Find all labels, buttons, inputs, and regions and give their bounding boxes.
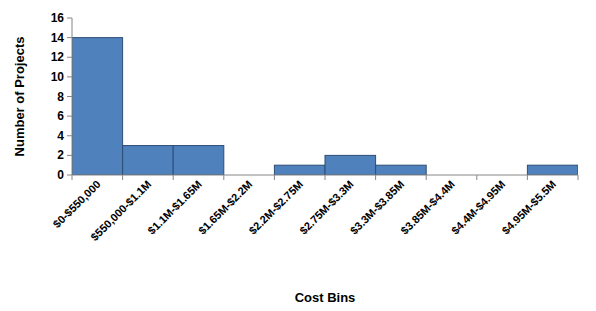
bar — [123, 146, 174, 175]
y-tick-label: 10 — [51, 70, 65, 84]
y-tick-label: 4 — [57, 129, 64, 143]
y-tick — [67, 18, 72, 19]
y-tick-label: 0 — [57, 168, 64, 182]
y-tick — [67, 155, 72, 156]
y-tick — [67, 37, 72, 38]
y-tick — [67, 135, 72, 136]
x-tick-label: $550,000-$1.1M — [88, 178, 153, 243]
bar — [173, 146, 224, 175]
y-tick-label: 2 — [57, 148, 64, 162]
x-tick — [72, 175, 73, 180]
y-tick — [67, 175, 72, 176]
bar — [325, 155, 376, 175]
bar — [274, 165, 325, 175]
x-tick-label: $4.95M-$5.5M — [499, 178, 558, 237]
x-tick — [325, 175, 326, 180]
bar — [376, 165, 427, 175]
x-tick-label: $0-$550,000 — [51, 178, 103, 230]
y-axis-title: Number of Projects — [12, 37, 27, 157]
bars — [72, 38, 578, 175]
x-axis-title: Cost Bins — [295, 290, 356, 305]
chart-svg: 0246810121416$0-$550,000$550,000-$1.1M$1… — [0, 0, 596, 311]
y-tick-label: 16 — [51, 11, 65, 25]
y-tick-label: 12 — [51, 50, 65, 64]
y-tick-label: 8 — [57, 90, 64, 104]
x-tick — [527, 175, 528, 180]
y-tick — [67, 116, 72, 117]
y-tick-label: 6 — [57, 109, 64, 123]
x-tick — [578, 175, 579, 180]
y-tick — [67, 76, 72, 77]
x-tick — [274, 175, 275, 180]
chart-container: 0246810121416$0-$550,000$550,000-$1.1M$1… — [0, 0, 596, 311]
x-tick — [122, 175, 123, 180]
y-tick — [67, 96, 72, 97]
x-tick — [223, 175, 224, 180]
x-tick — [173, 175, 174, 180]
x-tick — [375, 175, 376, 180]
x-tick — [426, 175, 427, 180]
bar — [527, 165, 578, 175]
y-tick — [67, 57, 72, 58]
x-tick — [476, 175, 477, 180]
y-tick-label: 14 — [51, 31, 65, 45]
bar — [72, 38, 123, 175]
